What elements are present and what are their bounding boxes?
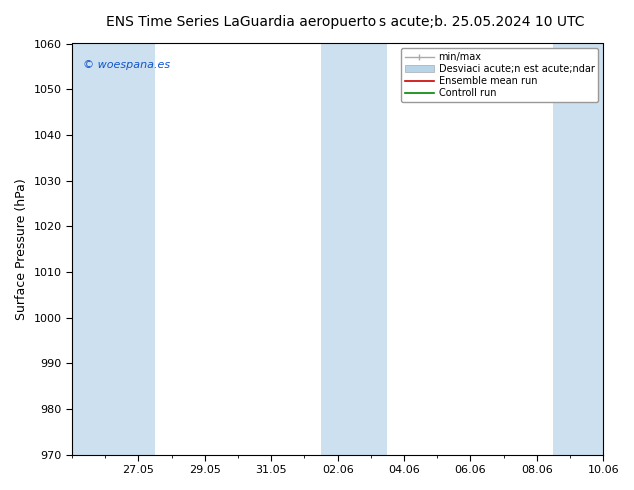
Text: ENS Time Series LaGuardia aeropuerto: ENS Time Series LaGuardia aeropuerto: [106, 15, 376, 29]
Legend: min/max, Desviaci acute;n est acute;ndar, Ensemble mean run, Controll run: min/max, Desviaci acute;n est acute;ndar…: [401, 49, 598, 102]
Bar: [321, 44, 387, 455]
Bar: [553, 44, 603, 455]
Y-axis label: Surface Pressure (hPa): Surface Pressure (hPa): [15, 178, 28, 320]
Bar: [72, 44, 155, 455]
Text: © woespana.es: © woespana.es: [82, 60, 170, 70]
Text: s acute;b. 25.05.2024 10 UTC: s acute;b. 25.05.2024 10 UTC: [379, 15, 585, 29]
